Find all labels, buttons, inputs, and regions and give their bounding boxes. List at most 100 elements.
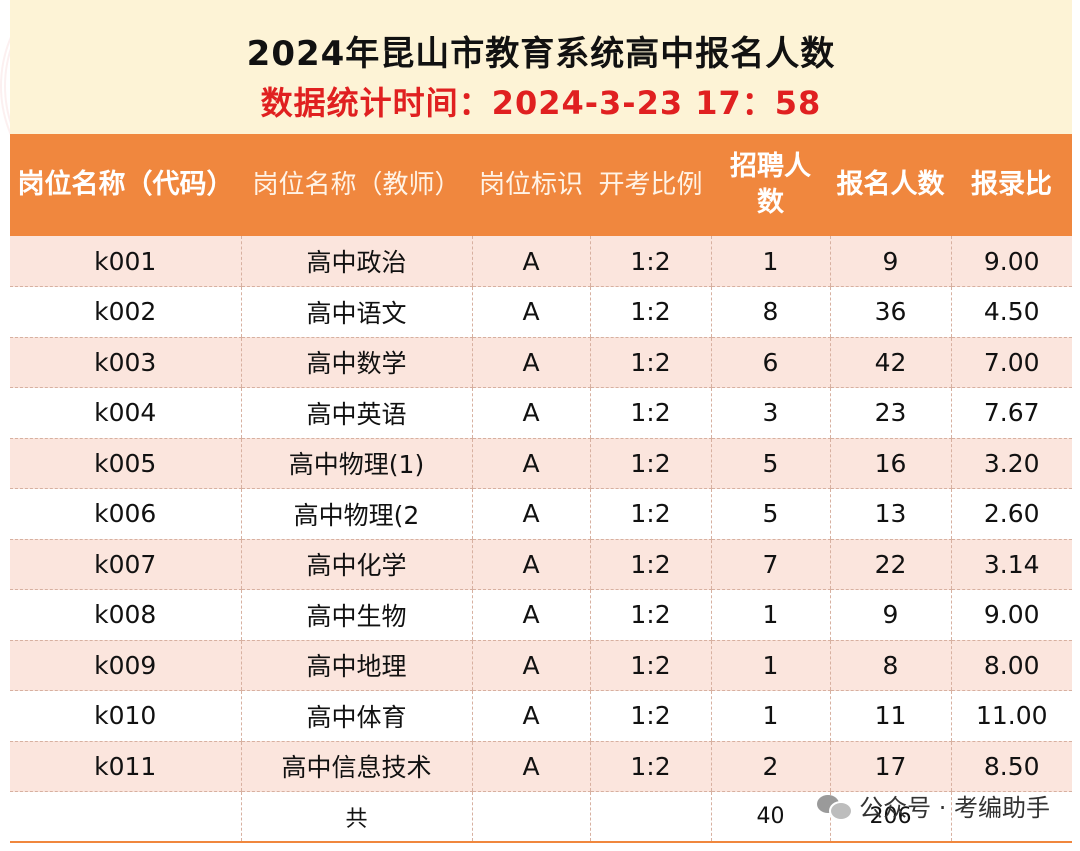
statistics-time: 数据统计时间：2024-3-23 17：58 — [260, 84, 822, 122]
cell-ratio: 8.50 — [950, 741, 1072, 792]
table-row: k002 高中语文 A 1:2 8 36 4.50 — [10, 286, 1072, 338]
table-row: k007 高中化学 A 1:2 7 22 3.14 — [10, 539, 1072, 590]
wechat-footer: 公众号 · 考编助手 — [817, 788, 1050, 823]
table-header-row: 岗位名称（代码） 岗位名称（教师） 岗位标识 开考比例 招聘人数 报名人数 报录… — [10, 134, 1072, 236]
cell-exam-ratio: 1:2 — [589, 589, 711, 641]
cell-post-tag: A — [471, 690, 590, 742]
cell-post-tag: A — [471, 286, 590, 338]
header-applicant-count: 报名人数 — [836, 169, 945, 200]
cell-applicant-count: 11 — [829, 690, 951, 742]
cell-post-name: 高中物理(2 — [240, 488, 472, 540]
cell-ratio: 9.00 — [950, 236, 1072, 287]
cell-post-name: 高中地理 — [240, 640, 472, 691]
cell-post-tag: A — [471, 488, 590, 540]
table-row: k010 高中体育 A 1:2 1 11 11.00 — [10, 690, 1072, 742]
table-row: k009 高中地理 A 1:2 1 8 8.00 — [10, 640, 1072, 691]
table-row: k003 高中数学 A 1:2 6 42 7.00 — [10, 337, 1072, 388]
cell-post-code: k005 — [10, 438, 241, 489]
cell-post-code: k010 — [10, 690, 241, 742]
total-cell-empty — [950, 791, 1072, 843]
cell-recruit-count: 8 — [710, 286, 830, 338]
title-banner: 2024年昆山市教育系统高中报名人数 数据统计时间：2024-3-23 17：5… — [10, 0, 1072, 134]
cell-applicant-count: 9 — [829, 589, 951, 641]
cell-applicant-count: 23 — [829, 387, 951, 439]
cell-exam-ratio: 1:2 — [589, 286, 711, 338]
cell-recruit-count: 6 — [710, 337, 830, 388]
table-row: k006 高中物理(2 A 1:2 5 13 2.60 — [10, 488, 1072, 540]
cell-exam-ratio: 1:2 — [589, 438, 711, 489]
table-row: k008 高中生物 A 1:2 1 9 9.00 — [10, 589, 1072, 641]
cell-ratio: 11.00 — [950, 690, 1072, 742]
cell-applicant-count: 22 — [829, 539, 951, 590]
cell-exam-ratio: 1:2 — [589, 236, 711, 287]
cell-post-tag: A — [471, 539, 590, 590]
cell-post-tag: A — [471, 438, 590, 489]
header-exam-ratio: 开考比例 — [598, 170, 703, 200]
cell-applicant-count: 16 — [829, 438, 951, 489]
cell-post-tag: A — [471, 589, 590, 641]
cell-recruit-count: 2 — [710, 741, 830, 792]
cell-ratio: 4.50 — [950, 286, 1072, 338]
cell-post-code: k008 — [10, 589, 241, 641]
cell-post-name: 高中政治 — [240, 236, 472, 287]
cell-exam-ratio: 1:2 — [589, 337, 711, 388]
cell-recruit-count: 3 — [710, 387, 830, 439]
header-post-name: 岗位名称（教师） — [252, 170, 461, 200]
cell-exam-ratio: 1:2 — [589, 741, 711, 792]
cell-applicant-count: 9 — [829, 236, 951, 287]
enrollment-table: 岗位名称（代码） 岗位名称（教师） 岗位标识 开考比例 招聘人数 报名人数 报录… — [10, 134, 1072, 843]
cell-post-tag: A — [471, 640, 590, 691]
cell-post-name: 高中物理(1) — [240, 438, 472, 489]
cell-ratio: 8.00 — [950, 640, 1072, 691]
cell-ratio: 7.00 — [950, 337, 1072, 388]
cell-applicant-count: 17 — [829, 741, 951, 792]
cell-applicant-count: 13 — [829, 488, 951, 540]
cell-post-name: 高中信息技术 — [240, 741, 472, 792]
cell-recruit-count: 7 — [710, 539, 830, 590]
cell-exam-ratio: 1:2 — [589, 488, 711, 540]
cell-recruit-count: 1 — [710, 690, 830, 742]
total-cell-empty — [10, 791, 241, 843]
cell-applicant-count: 36 — [829, 286, 951, 338]
cell-exam-ratio: 1:2 — [589, 690, 711, 742]
cell-applicant-count: 42 — [829, 337, 951, 388]
cell-applicant-count: 8 — [829, 640, 951, 691]
cell-ratio: 7.67 — [950, 387, 1072, 439]
cell-post-code: k004 — [10, 387, 241, 439]
cell-recruit-count: 1 — [710, 236, 830, 287]
cell-ratio: 2.60 — [950, 488, 1072, 540]
cell-recruit-count: 1 — [710, 640, 830, 691]
cell-post-name: 高中体育 — [240, 690, 472, 742]
table-row: k011 高中信息技术 A 1:2 2 17 8.50 — [10, 741, 1072, 792]
cell-post-tag: A — [471, 337, 590, 388]
cell-post-name: 高中语文 — [240, 286, 472, 338]
cell-post-name: 高中化学 — [240, 539, 472, 590]
footer-text: 公众号 · 考编助手 — [859, 794, 1050, 822]
cell-post-code: k011 — [10, 741, 241, 792]
cell-post-tag: A — [471, 741, 590, 792]
cell-exam-ratio: 1:2 — [589, 640, 711, 691]
cell-post-tag: A — [471, 236, 590, 287]
cell-post-code: k006 — [10, 488, 241, 540]
cell-post-code: k003 — [10, 337, 241, 388]
cell-post-code: k007 — [10, 539, 241, 590]
cell-exam-ratio: 1:2 — [589, 387, 711, 439]
cell-ratio: 9.00 — [950, 589, 1072, 641]
cell-post-tag: A — [471, 387, 590, 439]
table-row: k004 高中英语 A 1:2 3 23 7.67 — [10, 387, 1072, 439]
header-post-code: 岗位名称（代码） — [17, 169, 234, 200]
total-label: 共 — [240, 791, 472, 843]
table-row: k005 高中物理(1) A 1:2 5 16 3.20 — [10, 438, 1072, 489]
cell-post-name: 高中数学 — [240, 337, 472, 388]
cell-ratio: 3.20 — [950, 438, 1072, 489]
cell-post-name: 高中生物 — [240, 589, 472, 641]
cell-exam-ratio: 1:2 — [589, 539, 711, 590]
header-post-tag: 岗位标识 — [478, 170, 583, 200]
cell-recruit-count: 1 — [710, 589, 830, 641]
wechat-icon — [817, 791, 854, 821]
cell-post-code: k009 — [10, 640, 241, 691]
cell-post-name: 高中英语 — [240, 387, 472, 439]
cell-post-code: k002 — [10, 286, 241, 338]
cell-recruit-count: 5 — [710, 488, 830, 540]
cell-recruit-count: 5 — [710, 438, 830, 489]
